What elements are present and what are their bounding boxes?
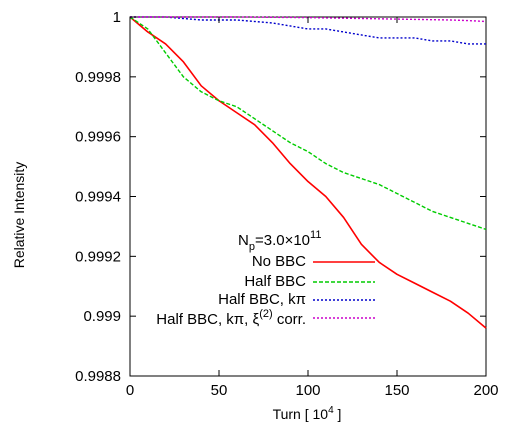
- legend: Np=3.0×1011 No BBC Half BBC Half BBC, kπ…: [156, 229, 375, 328]
- y-tick-label: 0.9994: [75, 189, 121, 206]
- legend-label-no-bbc: No BBC: [252, 253, 306, 270]
- series-line-half-bbc: [129, 16, 487, 231]
- x-tick-label: 0: [126, 382, 134, 399]
- legend-title-sup: 11: [310, 229, 321, 241]
- legend-label-xi-end: corr.: [273, 311, 306, 328]
- legend-title: Np=3.0×1011: [238, 229, 321, 253]
- y-tick-label: 1: [113, 9, 121, 26]
- y-axis-label: Relative Intensity: [11, 162, 27, 269]
- x-tick-label: 150: [384, 382, 409, 399]
- ticks-group: 0 50 100 150 200 0.9988 0.999 0.9992 0.9994 0.999…: [75, 9, 498, 399]
- y-tick-label: 0.9992: [75, 248, 121, 265]
- series-line-no-bbc: [129, 16, 487, 329]
- legend-title-mid: =3.0×10: [255, 232, 310, 249]
- legend-title-base: N: [238, 232, 249, 249]
- legend-label-half-bbc-kpi-xi: Half BBC, kπ, ξ(2) corr.: [156, 308, 306, 328]
- legend-title-sub: p: [249, 241, 255, 253]
- x-axis-label-end: ]: [334, 406, 342, 422]
- x-axis-label-sup: 4: [328, 405, 334, 416]
- series-line-half-bbc-kpi-xi: [130, 16, 487, 23]
- legend-label-xi-sup: (2): [259, 308, 272, 320]
- legend-label-half-bbc: Half BBC: [244, 273, 306, 290]
- y-tick-label: 0.999: [83, 308, 121, 325]
- y-tick-label: 0.9998: [75, 69, 121, 86]
- x-axis-label-main: Turn [ 10: [273, 406, 329, 422]
- x-tick-label: 50: [211, 382, 228, 399]
- legend-label-half-bbc-kpi: Half BBC, kπ: [218, 291, 306, 308]
- x-tick-label: 100: [295, 382, 320, 399]
- y-tick-label: 0.9996: [75, 129, 121, 146]
- x-axis-label: Turn [ 104 ]: [273, 405, 342, 422]
- y-tick-label: 0.9988: [75, 368, 121, 385]
- legend-label-xi-base: Half BBC, kπ, ξ: [156, 311, 259, 328]
- x-tick-label: 200: [473, 382, 498, 399]
- series-group: [129, 16, 487, 329]
